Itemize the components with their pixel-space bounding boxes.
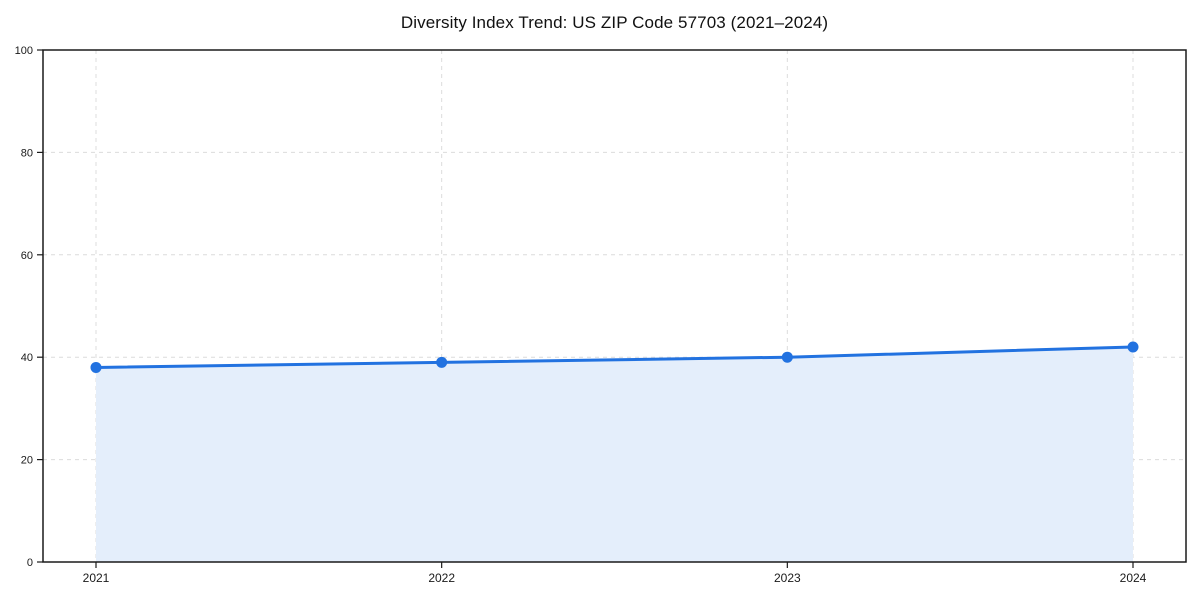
data-point-marker: [1127, 341, 1139, 353]
x-tick-label: 2021: [83, 571, 110, 585]
data-point-marker: [436, 356, 448, 368]
y-tick-label: 60: [21, 250, 33, 262]
x-tick-label: 2022: [428, 571, 455, 585]
plot-border: [42, 49, 1187, 563]
y-tick-label: 100: [15, 45, 33, 57]
data-point-marker: [781, 351, 793, 363]
x-tick-label: 2024: [1120, 571, 1147, 585]
y-tick-label: 80: [21, 147, 33, 159]
trend-line: [94, 345, 1135, 369]
area-fill: [96, 346, 1133, 562]
y-tick-label: 0: [27, 557, 33, 569]
data-point-marker: [90, 361, 102, 373]
x-tick-label: 2023: [774, 571, 801, 585]
y-tick-label: 40: [21, 352, 33, 364]
chart-title: Diversity Index Trend: US ZIP Code 57703…: [400, 13, 829, 32]
y-tick-label: 20: [21, 455, 33, 467]
